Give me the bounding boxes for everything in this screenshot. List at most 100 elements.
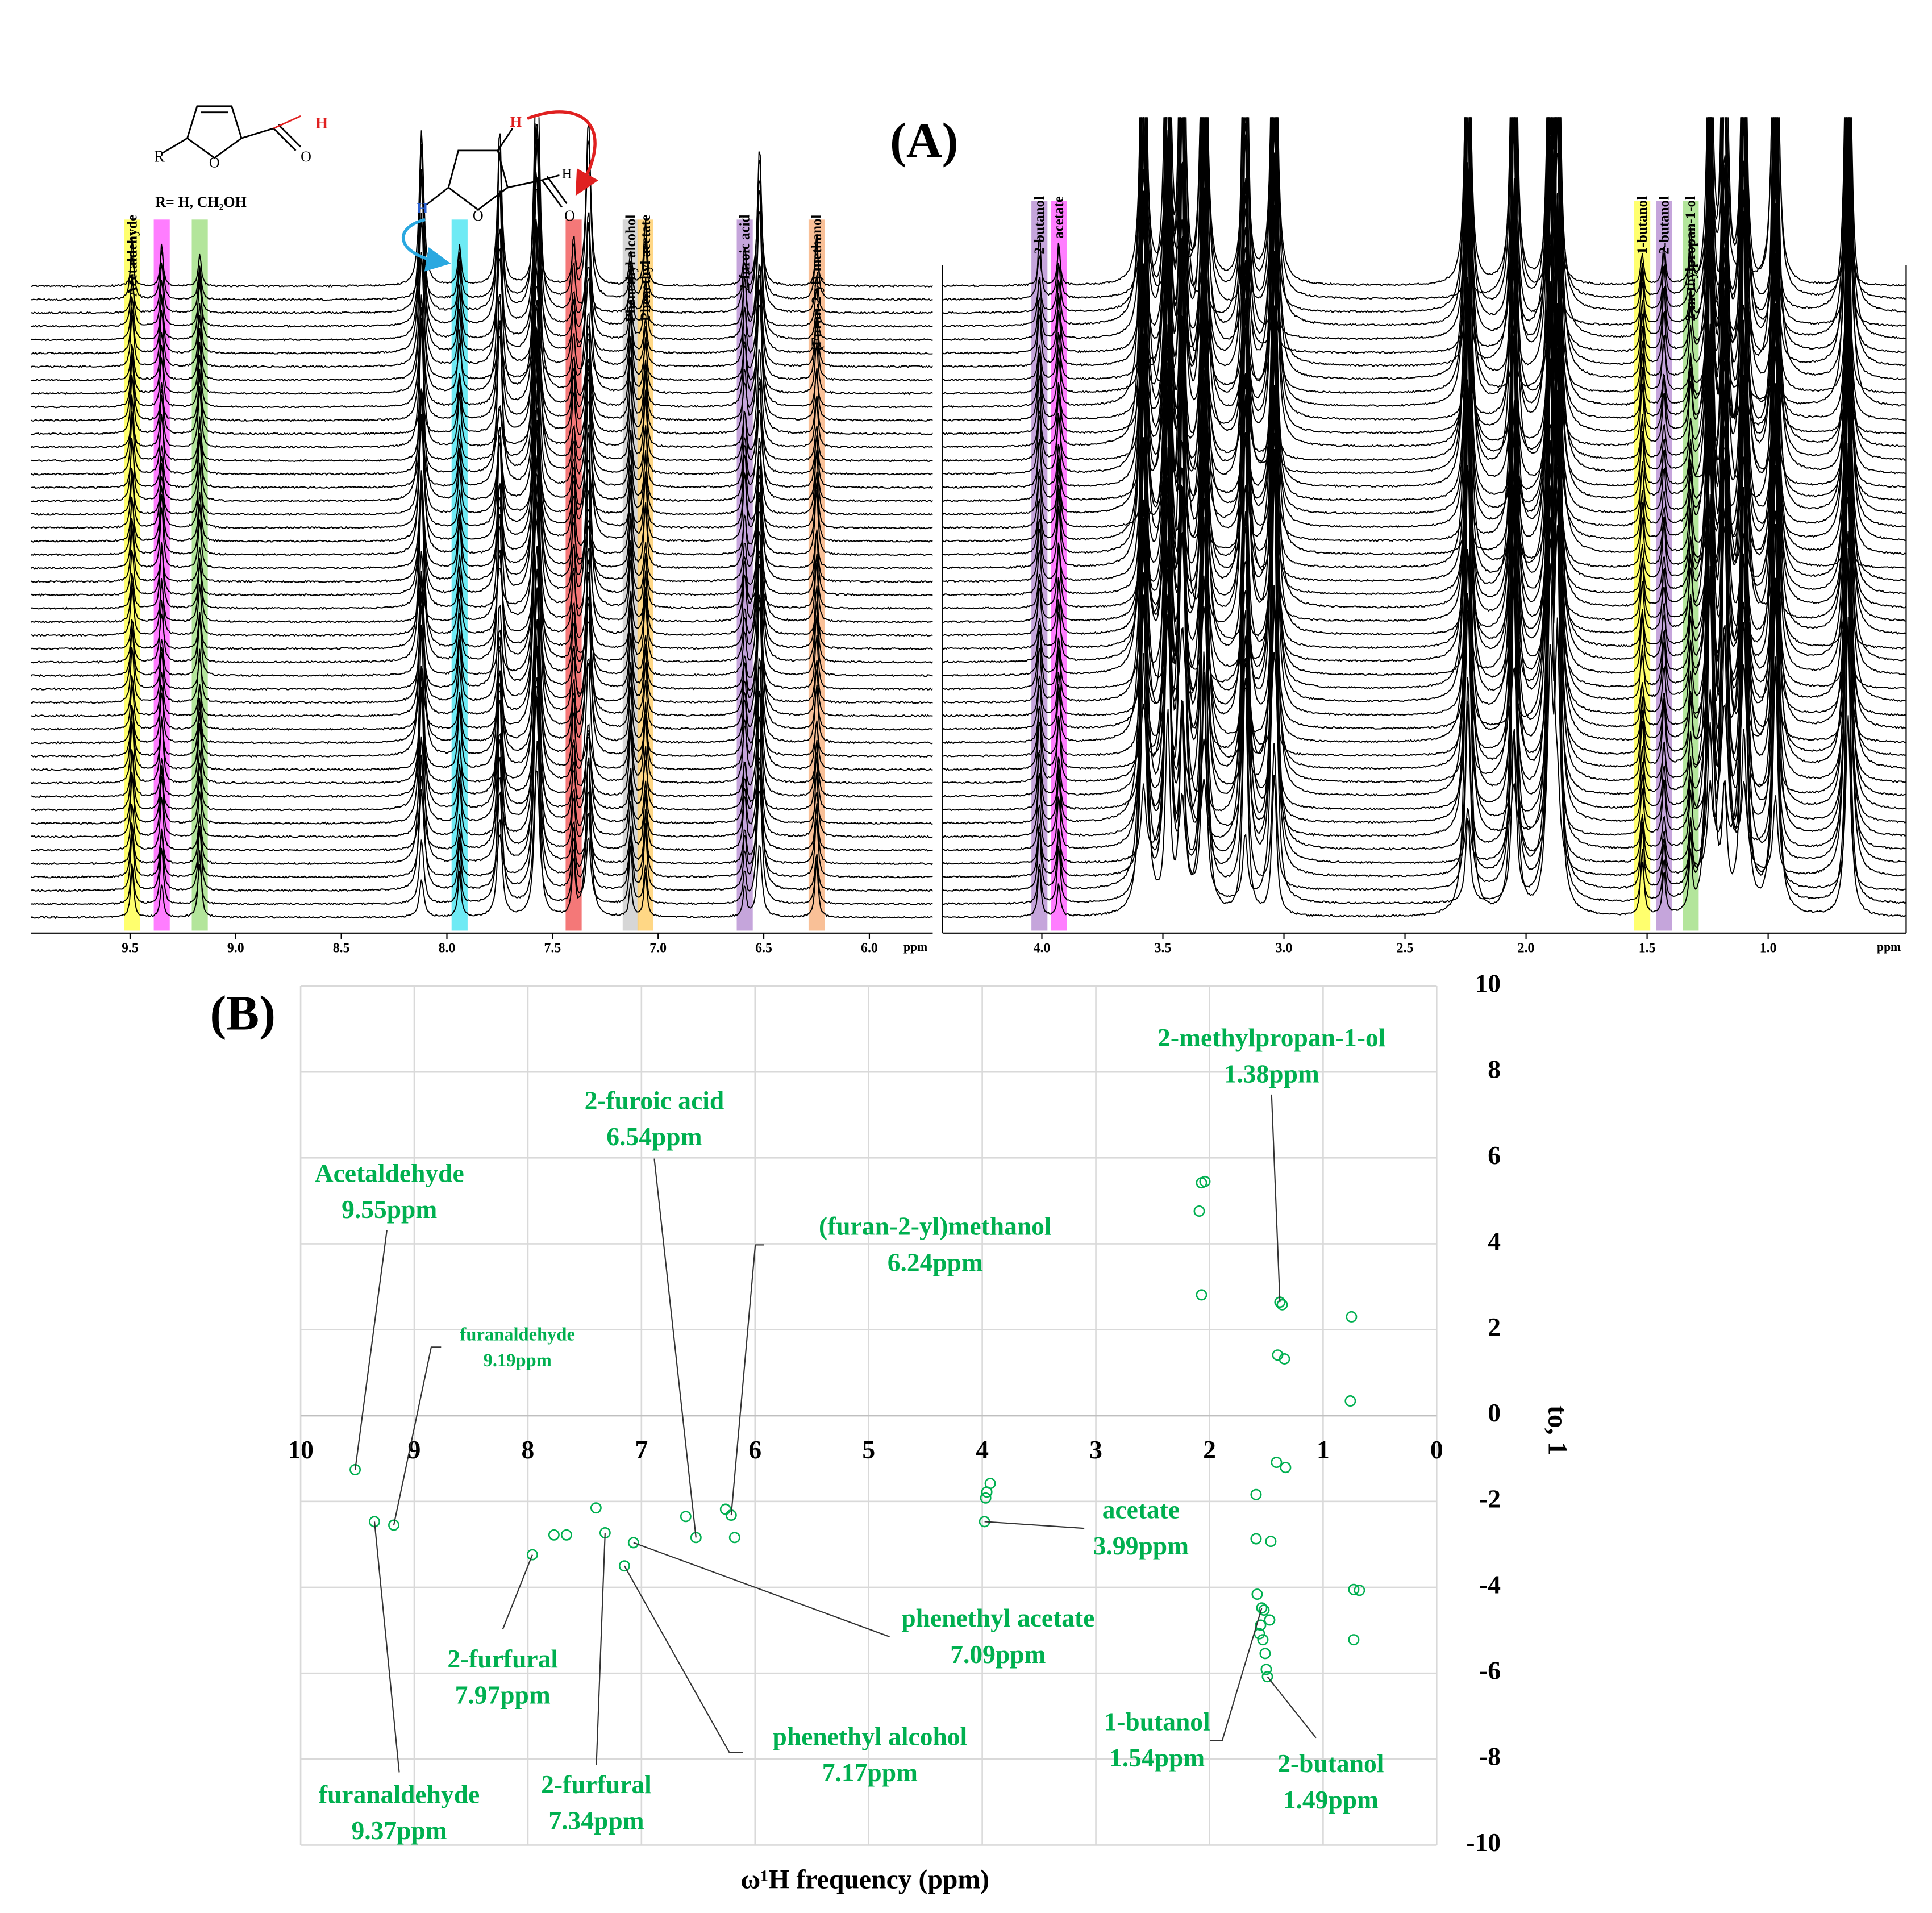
spectrum-trace bbox=[942, 147, 1906, 731]
data-point bbox=[719, 1503, 731, 1515]
spectrum-trace bbox=[942, 117, 1906, 650]
data-point bbox=[1193, 1205, 1205, 1217]
unit-label: ppm bbox=[1877, 940, 1901, 954]
spectrum-trace bbox=[31, 220, 933, 436]
annotation-text: 7.17ppm bbox=[822, 1758, 918, 1787]
data-point bbox=[1354, 1585, 1365, 1596]
annotation-text: 9.37ppm bbox=[351, 1816, 447, 1845]
spectrum-trace bbox=[31, 587, 933, 772]
spectrum-trace bbox=[31, 694, 933, 892]
band-label: Phenethyl acetate bbox=[638, 215, 653, 322]
spectrum-trace bbox=[942, 324, 1906, 838]
data-point bbox=[1348, 1634, 1360, 1646]
spectrum-trace bbox=[942, 227, 1906, 798]
x-tick-label: 6.0 bbox=[861, 941, 878, 955]
spectrum-trace bbox=[942, 117, 1906, 381]
spectrum-trace bbox=[942, 117, 1906, 314]
spectrum-trace bbox=[31, 305, 933, 489]
spectrum-trace bbox=[942, 117, 1906, 623]
annotation-text: 7.34ppm bbox=[548, 1806, 644, 1835]
x-tick-label: 3.5 bbox=[1155, 941, 1172, 955]
leader-line bbox=[730, 1244, 764, 1516]
y-tick-label: -4 bbox=[1479, 1570, 1501, 1599]
data-point bbox=[981, 1486, 993, 1498]
atom-label: H bbox=[315, 115, 328, 132]
spectrum-trace bbox=[942, 291, 1906, 852]
spectrum-trace bbox=[942, 307, 1906, 812]
leader-line bbox=[633, 1542, 890, 1637]
spectrum-trace bbox=[942, 273, 1906, 825]
data-point bbox=[1250, 1488, 1262, 1500]
x-tick-label: 8.5 bbox=[333, 941, 350, 955]
data-point bbox=[1348, 1583, 1360, 1595]
annotation-text: 7.09ppm bbox=[950, 1640, 1046, 1669]
leader-line bbox=[393, 1346, 442, 1525]
x-tick-label: 10 bbox=[288, 1435, 314, 1464]
x-tick-label: 2 bbox=[1203, 1435, 1216, 1464]
x-tick-label: 6.5 bbox=[755, 941, 772, 955]
spectrum-trace bbox=[942, 149, 1906, 718]
y-tick-label: -6 bbox=[1479, 1656, 1501, 1685]
spectrum-trace bbox=[942, 117, 1906, 355]
data-point bbox=[728, 1532, 740, 1544]
structure-2 bbox=[401, 110, 598, 272]
spectrum-trace bbox=[31, 255, 933, 382]
annotation-text: furanaldehyde bbox=[319, 1779, 480, 1808]
trace-layer bbox=[31, 117, 1906, 920]
x-tick-label: 7.5 bbox=[544, 941, 561, 955]
spectrum-trace bbox=[31, 188, 933, 409]
annotation-text: 2-methylpropan-1-ol bbox=[1157, 1023, 1385, 1052]
leader-line bbox=[623, 1565, 743, 1753]
data-point bbox=[1256, 1602, 1268, 1614]
x-tick-label: 7.0 bbox=[649, 941, 667, 955]
spectrum-trace bbox=[31, 323, 933, 503]
data-point bbox=[680, 1511, 692, 1523]
data-point bbox=[1259, 1648, 1271, 1660]
band-label: Acetaldehyde bbox=[125, 215, 140, 297]
y-tick-label: 0 bbox=[1488, 1398, 1501, 1427]
spectrum-trace bbox=[31, 470, 933, 651]
x-tick-label: 8.0 bbox=[439, 941, 456, 955]
x-tick-label: 1 bbox=[1317, 1435, 1330, 1464]
spectrum-trace bbox=[942, 117, 1906, 328]
highlight-band bbox=[191, 219, 208, 931]
highlight-band bbox=[1031, 201, 1048, 931]
substituent-note: R= H, CH₂OH bbox=[155, 194, 247, 210]
data-point bbox=[1271, 1457, 1283, 1469]
unit-label: ppm bbox=[903, 940, 927, 954]
band-label: (Furan-2-yl)-methanol bbox=[809, 215, 825, 351]
spectrum-trace bbox=[31, 122, 933, 288]
spectrum-trace bbox=[31, 375, 933, 556]
data-point bbox=[1280, 1462, 1292, 1474]
spectrum-trace bbox=[31, 123, 933, 301]
annotation-text: 1.38ppm bbox=[1224, 1059, 1319, 1088]
highlight-band bbox=[1051, 201, 1067, 931]
atom-label: R bbox=[154, 148, 165, 165]
x-tick-label: 4.0 bbox=[1034, 941, 1051, 955]
spectrum-trace bbox=[942, 117, 1906, 530]
x-tick-label: 2.5 bbox=[1397, 941, 1414, 955]
data-point bbox=[1199, 1175, 1211, 1187]
annotation-text: phenethyl alcohol bbox=[773, 1721, 968, 1750]
atom-label: O bbox=[473, 207, 484, 224]
spectrum-trace bbox=[31, 545, 933, 785]
spectrum-trace bbox=[31, 265, 933, 422]
data-point bbox=[1279, 1353, 1290, 1365]
x-tick-label: 3.0 bbox=[1276, 941, 1293, 955]
spectrum-trace bbox=[31, 493, 933, 691]
spectrum-trace bbox=[31, 348, 933, 570]
x-tick-label: 1.5 bbox=[1639, 941, 1656, 955]
spectrum-trace bbox=[942, 117, 1906, 637]
band-label: 2-butanol bbox=[1656, 196, 1672, 255]
annotation-text: 9.19ppm bbox=[484, 1350, 552, 1371]
spectrum-trace bbox=[942, 163, 1906, 691]
spectrum-trace bbox=[31, 677, 933, 879]
data-point bbox=[1251, 1588, 1263, 1600]
spectrum-trace bbox=[31, 139, 933, 355]
data-point bbox=[1257, 1634, 1269, 1646]
spectrum-trace bbox=[31, 346, 933, 543]
band-label: 2-butanol bbox=[1032, 196, 1047, 255]
annotation-text: 1-butanol bbox=[1104, 1707, 1210, 1736]
annotation-text: 3.99ppm bbox=[1093, 1531, 1189, 1560]
